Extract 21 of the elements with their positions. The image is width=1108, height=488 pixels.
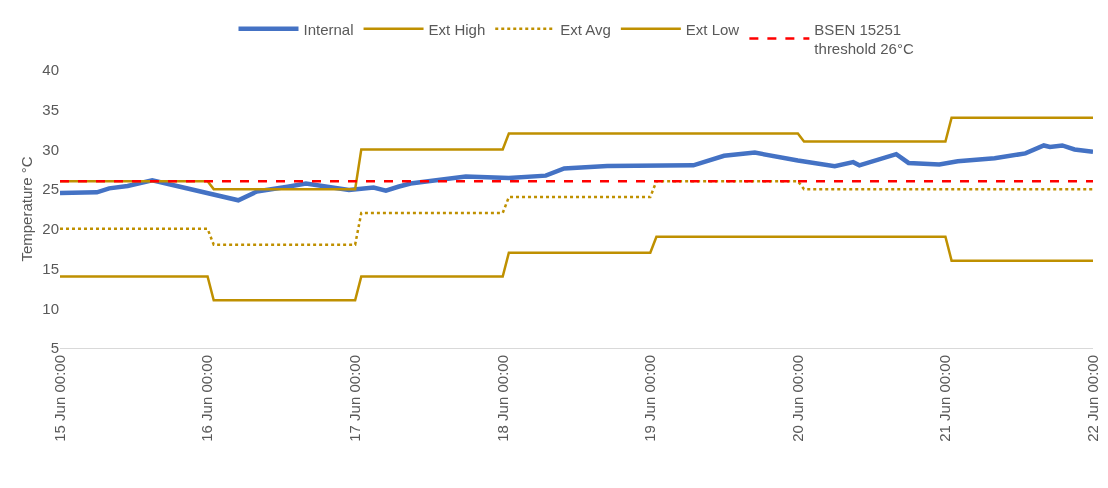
x-tick-label: 16 Jun 00:00	[198, 355, 216, 442]
x-tick-label: 15 Jun 00:00	[50, 355, 68, 442]
y-tick-label: 30	[42, 140, 59, 158]
y-tick-label: 15	[42, 259, 59, 277]
y-tick-label: 35	[42, 100, 59, 118]
legend-label: BSEN 15251 threshold 26°C	[814, 20, 914, 58]
legend-label: Ext Low	[685, 20, 740, 38]
legend-label: Internal	[303, 20, 354, 38]
legend-label: Ext Avg	[560, 20, 611, 38]
y-tick-label: 20	[42, 220, 59, 238]
x-tick-label: 17 Jun 00:00	[346, 355, 364, 442]
y-tick-label: 25	[42, 180, 59, 198]
x-tick-label: 18 Jun 00:00	[493, 355, 511, 442]
y-axis-title: Temperature °C	[17, 156, 35, 262]
legend-label: Ext High	[428, 20, 486, 38]
x-tick-label: 22 Jun 00:00	[1083, 355, 1101, 442]
x-tick-label: 20 Jun 00:00	[788, 355, 806, 442]
x-tick-label: 21 Jun 00:00	[936, 355, 954, 442]
x-tick-label: 19 Jun 00:00	[641, 355, 659, 442]
y-tick-label: 40	[42, 61, 59, 79]
y-tick-label: 10	[42, 299, 59, 317]
